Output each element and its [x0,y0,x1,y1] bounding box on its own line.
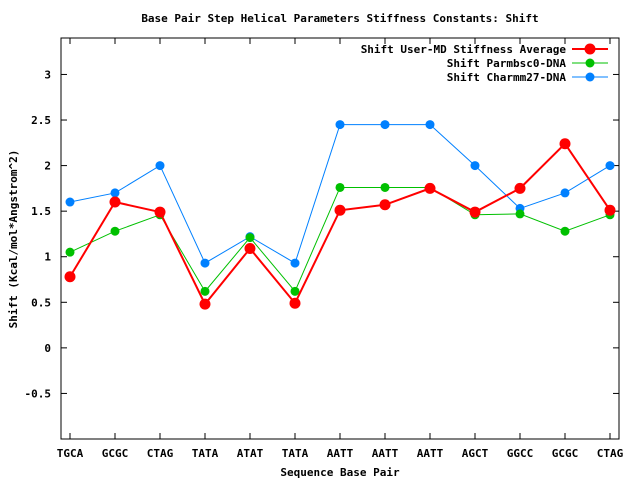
x-tick-label: ATAT [237,447,264,460]
data-point [109,196,121,208]
x-tick-label: TGCA [57,447,84,460]
data-point [200,286,210,296]
axis-ticks: -0.5 0 0.5 1 1.5 2 2.5 3 TGCA GCGC CTAG TATA ATAT TAT… [25,38,624,460]
data-point [199,298,211,310]
chart-title: Base Pair Step Helical Parameters Stiffn… [141,12,538,25]
legend-marker [585,58,595,68]
data-point [244,243,256,255]
data-point [335,120,345,130]
data-point [514,182,526,194]
x-axis-label: Sequence Base Pair [280,466,400,479]
x-tick-label: AATT [372,447,399,460]
legend-label: Shift Parmbsc0-DNA [447,57,567,70]
data-point [469,206,481,218]
data-point [245,233,255,243]
data-point [470,161,480,171]
data-point [515,209,525,219]
data-point [290,286,300,296]
data-point [334,204,346,216]
x-tick-label: GCGC [552,447,579,460]
x-tick-label: AGCT [462,447,489,460]
data-point [560,188,570,198]
y-tick-label: 1.5 [31,205,51,218]
y-tick-label: 0.5 [31,296,51,309]
series-layer [64,120,616,310]
series-2 [65,120,615,268]
data-point [64,271,76,283]
data-point [335,182,345,192]
legend-marker [585,72,595,82]
data-point [200,258,210,268]
y-tick-label: 2.5 [31,114,51,127]
data-point [110,188,120,198]
x-tick-label: AATT [327,447,354,460]
legend-label: Shift Charmm27-DNA [447,71,567,84]
y-tick-label: 2 [44,160,51,173]
data-point [605,161,615,171]
data-point [604,204,616,216]
data-point [155,161,165,171]
series-line [69,186,611,293]
y-tick-label: -0.5 [25,387,52,400]
data-point [290,258,300,268]
legend-label: Shift User-MD Stiffness Average [361,43,567,56]
x-tick-label: TATA [192,447,219,460]
data-point [560,226,570,236]
y-tick-label: 3 [44,68,51,81]
x-tick-label: AATT [417,447,444,460]
plot-frame [60,37,620,440]
data-point [289,297,301,309]
y-tick-label: 1 [44,251,51,264]
data-point [559,138,571,150]
data-point [154,206,166,218]
legend-marker [584,43,596,55]
x-tick-label: TATA [282,447,309,460]
series-0 [64,138,616,310]
series-line [69,124,611,264]
x-tick-label: GGCC [507,447,534,460]
data-point [424,182,436,194]
data-point [425,120,435,130]
series-line [69,142,611,306]
data-point [380,182,390,192]
data-point [65,247,75,257]
x-tick-label: GCGC [102,447,129,460]
data-point [110,226,120,236]
data-point [65,197,75,207]
x-tick-label: CTAG [597,447,624,460]
y-tick-label: 0 [44,342,51,355]
series-1 [65,182,615,296]
data-point [379,199,391,211]
data-point [380,120,390,130]
x-tick-label: CTAG [147,447,174,460]
y-axis-label: Shift (Kcal/mol*Angstrom^2) [7,150,20,329]
